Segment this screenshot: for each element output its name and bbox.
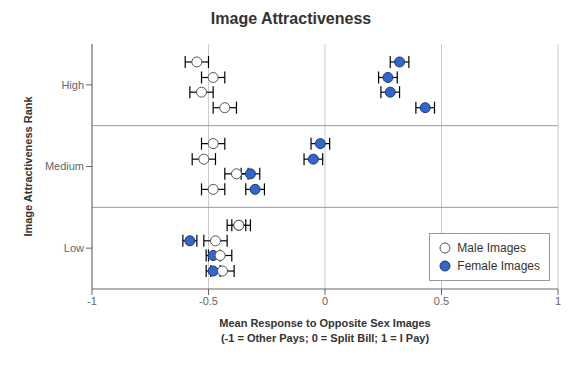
svg-text:Mean Response to Opposite Sex: Mean Response to Opposite Sex Images(-1 … — [219, 317, 431, 344]
html-text:Female Images: Female Images — [457, 259, 540, 273]
svg-text:-1: -1 — [87, 295, 97, 307]
svg-text:0.5: 0.5 — [434, 295, 449, 307]
svg-text:Low: Low — [64, 242, 84, 254]
html-text:Image Attractiveness: Image Attractiveness — [210, 10, 372, 27]
svg-text:-0.5: -0.5 — [199, 295, 218, 307]
html-text:Male Images: Male Images — [457, 241, 526, 255]
svg-text:0: 0 — [322, 295, 328, 307]
svg-text:High: High — [61, 79, 84, 91]
svg-text:Image Attractiveness Rank: Image Attractiveness Rank — [22, 96, 34, 237]
svg-text:Medium: Medium — [45, 160, 84, 172]
svg-text:1: 1 — [555, 295, 561, 307]
